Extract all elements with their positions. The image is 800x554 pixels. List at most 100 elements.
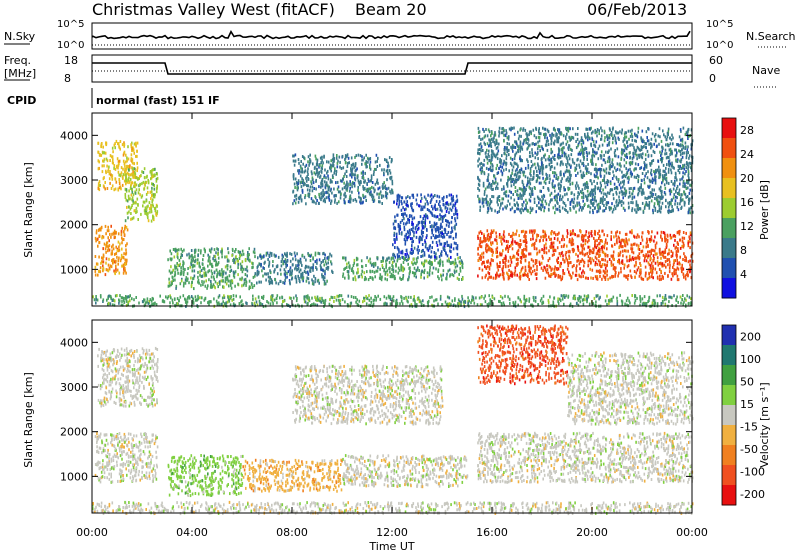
data-cell <box>244 258 247 262</box>
data-cell <box>264 260 266 264</box>
data-cell <box>650 168 653 172</box>
data-cell <box>155 213 158 217</box>
data-cell <box>338 200 340 204</box>
data-cell <box>149 190 152 194</box>
data-cell <box>251 266 253 270</box>
data-cell <box>480 258 482 261</box>
data-cell <box>611 188 614 192</box>
data-cell <box>650 252 652 256</box>
data-cell <box>620 186 622 190</box>
nsky-label: N.Sky <box>4 30 36 43</box>
data-cell <box>379 163 381 167</box>
data-cell <box>572 271 574 275</box>
data-cell <box>504 256 507 260</box>
data-cell <box>499 273 501 277</box>
data-cell <box>530 132 532 136</box>
data-cell <box>268 262 271 266</box>
data-cell <box>435 234 437 238</box>
data-cell <box>444 249 446 252</box>
data-cell <box>409 237 412 241</box>
data-cell <box>102 159 104 163</box>
data-cell <box>679 229 681 233</box>
data-cell <box>400 263 402 267</box>
data-cell <box>313 166 316 170</box>
data-cell <box>686 130 689 134</box>
data-cell <box>580 191 583 195</box>
data-cell <box>299 259 302 263</box>
data-cell <box>152 214 154 218</box>
data-cell <box>301 263 303 267</box>
data-cell <box>122 271 125 275</box>
data-cell <box>346 180 348 184</box>
data-cell <box>491 131 493 135</box>
data-cell <box>385 265 387 269</box>
data-cell <box>123 162 126 166</box>
data-cell <box>417 266 419 270</box>
data-cell <box>550 191 553 195</box>
data-cell <box>614 149 616 152</box>
data-cell <box>545 242 547 246</box>
data-cell <box>612 197 615 201</box>
data-cell <box>651 132 654 136</box>
data-cell <box>550 231 552 235</box>
data-cell <box>325 267 328 270</box>
data-cell <box>331 271 334 274</box>
data-cell <box>390 257 393 261</box>
data-cell <box>216 247 218 251</box>
data-cell <box>636 243 638 247</box>
data-cell <box>343 200 346 204</box>
data-cell <box>435 256 438 260</box>
data-cell <box>394 240 396 244</box>
data-cell <box>331 191 333 195</box>
data-cell <box>585 147 588 151</box>
data-cell <box>601 250 604 254</box>
data-cell <box>495 153 498 157</box>
data-cell <box>297 196 300 200</box>
data-cell <box>147 204 149 208</box>
data-cell <box>124 187 127 191</box>
data-cell <box>580 175 583 179</box>
data-cell <box>393 277 396 281</box>
data-cell <box>434 258 436 262</box>
data-cell <box>102 257 104 261</box>
data-cell <box>558 153 560 157</box>
data-cell <box>315 178 317 182</box>
data-cell <box>284 252 286 256</box>
data-cell <box>94 236 97 240</box>
data-cell <box>122 264 125 268</box>
data-cell <box>197 278 200 282</box>
data-cell <box>147 219 150 223</box>
data-cell <box>517 261 519 265</box>
data-cell <box>321 155 323 159</box>
data-cell <box>290 252 293 256</box>
data-cell <box>367 177 370 181</box>
data-cell <box>298 259 300 263</box>
data-cell <box>595 199 597 203</box>
data-cell <box>620 157 622 161</box>
data-cell <box>530 266 532 270</box>
data-cell <box>601 239 603 243</box>
data-cell <box>477 175 479 179</box>
data-cell <box>581 237 583 241</box>
data-cell <box>536 195 539 199</box>
data-cell <box>309 254 312 258</box>
data-cell <box>516 251 518 255</box>
data-cell <box>294 276 297 280</box>
data-cell <box>502 249 504 253</box>
data-cell <box>550 151 552 155</box>
data-cell <box>415 235 418 239</box>
data-cell <box>110 235 112 239</box>
data-cell <box>446 240 448 244</box>
data-cell <box>391 179 394 183</box>
data-cell <box>557 136 559 140</box>
data-cell <box>686 195 689 198</box>
data-cell <box>640 145 643 149</box>
data-cell <box>673 271 675 275</box>
data-cell <box>134 181 136 185</box>
data-cell <box>107 249 109 253</box>
data-cell <box>397 271 400 275</box>
data-cell <box>169 249 171 253</box>
data-cell <box>129 164 131 168</box>
data-cell <box>572 229 574 233</box>
data-cell <box>147 180 150 184</box>
